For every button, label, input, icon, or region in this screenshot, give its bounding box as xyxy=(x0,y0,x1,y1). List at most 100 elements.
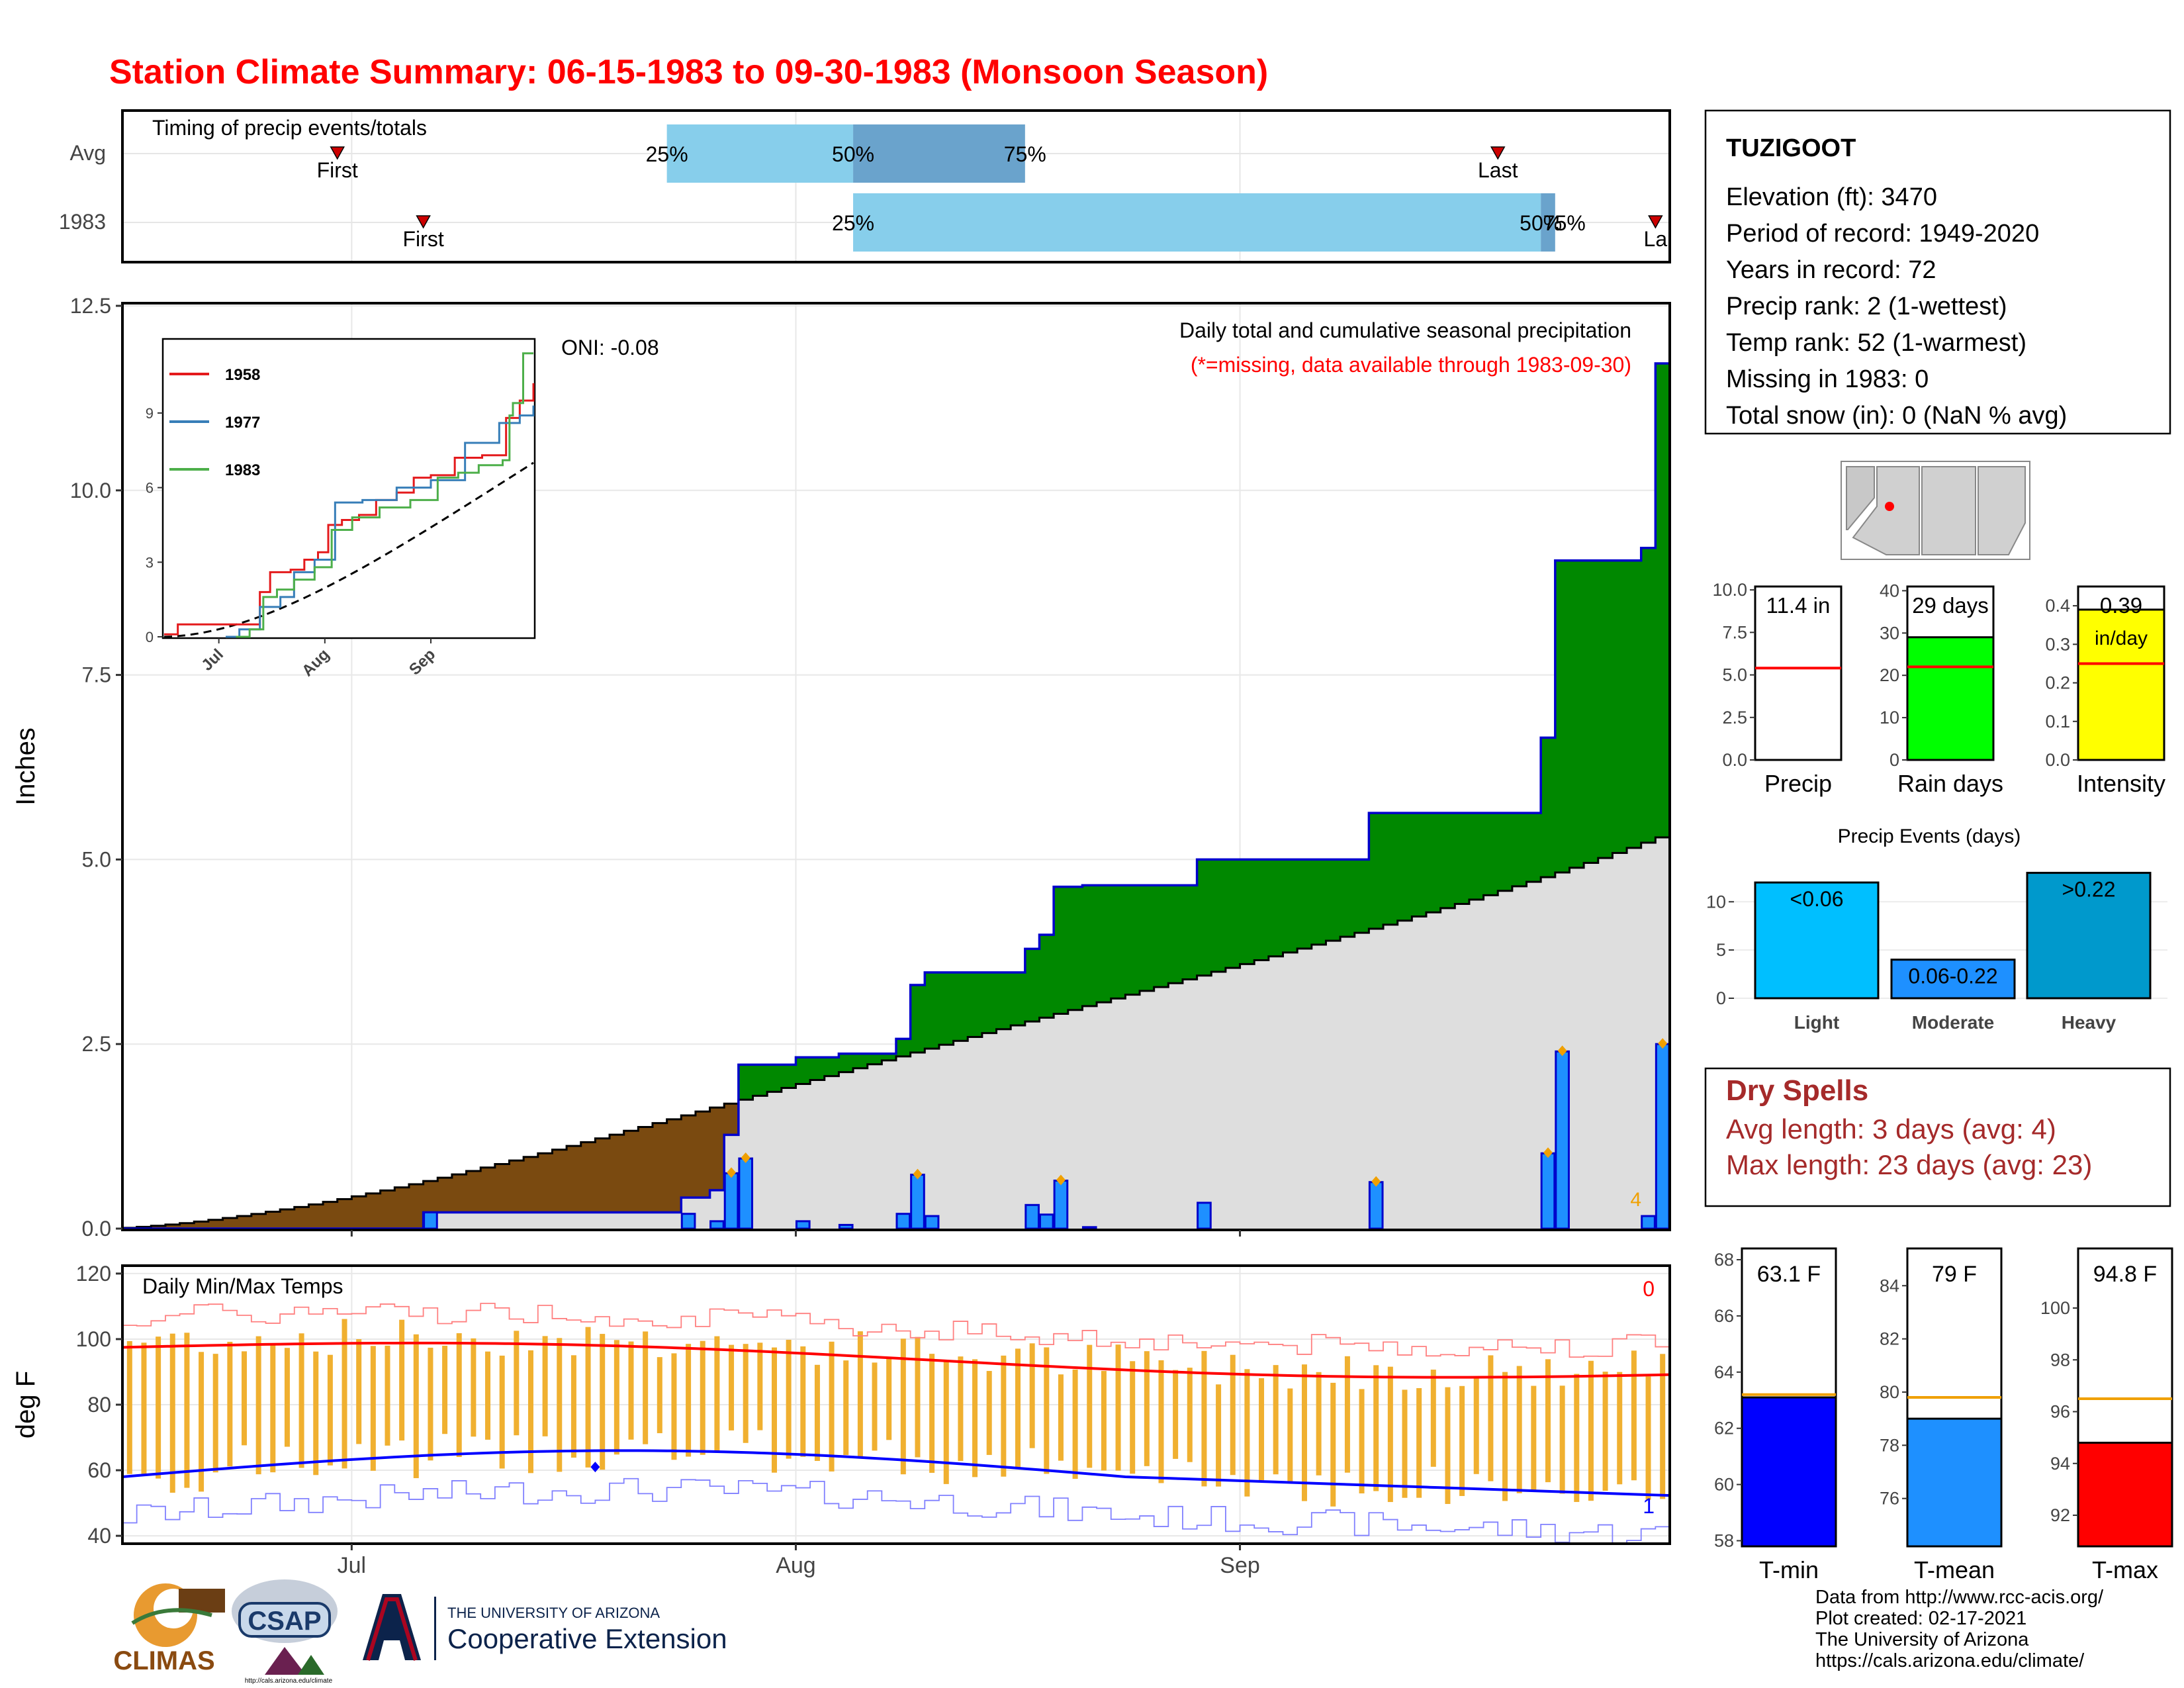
daily-precip-bar xyxy=(723,1172,739,1230)
above-average-area xyxy=(1024,949,1040,1022)
temp-gauge-2-tick-label: 96 xyxy=(2050,1402,2070,1422)
csap-text: CSAP xyxy=(248,1607,321,1636)
daily-precip-bar xyxy=(924,1215,940,1230)
first-event-label: First xyxy=(403,227,444,251)
location-map xyxy=(1841,461,2030,560)
precip-gauge-1-tick-label: 40 xyxy=(1880,581,1899,600)
temp-gauge-1-tick-label: 76 xyxy=(1880,1489,1899,1509)
quartile-bar-upper xyxy=(1541,193,1555,252)
cumulative-base-area xyxy=(1225,968,1241,1229)
below-average-area xyxy=(509,1160,524,1213)
y-tick-label: 2.5 xyxy=(82,1032,111,1056)
precip-gauge-0-tick-label: 2.5 xyxy=(1722,708,1747,727)
below-average-area xyxy=(308,1204,324,1229)
above-average-area xyxy=(1526,813,1541,882)
y-tick-label: 0.0 xyxy=(82,1217,111,1241)
below-average-area xyxy=(552,1149,567,1213)
below-average-area xyxy=(280,1209,295,1229)
events-y-label: 0 xyxy=(1716,988,1726,1008)
daily-temp-range-bar xyxy=(126,1340,132,1474)
precip-ylabel: Inches xyxy=(11,727,40,806)
above-average-area xyxy=(1397,813,1412,921)
precip-caption-missing: (*=missing, data available through 1983-… xyxy=(1191,353,1631,377)
first-event-label: First xyxy=(317,158,358,182)
above-average-area xyxy=(1426,813,1441,913)
daily-temp-range-bar xyxy=(1531,1385,1537,1491)
precip-panel: 0.0 2.5 5.0 7.5 10.0 12.5 Inches ONI: -0.08 D… xyxy=(11,294,1671,1241)
above-average-area xyxy=(738,1064,754,1100)
heavy-event-marker xyxy=(741,1152,751,1164)
timing-title: Timing of precip events/totals xyxy=(152,116,427,140)
below-average-area xyxy=(165,1224,181,1229)
inset-y-label: 9 xyxy=(146,405,154,422)
temp-y-label: 100 xyxy=(76,1327,111,1351)
daily-temp-range-bar xyxy=(1516,1366,1522,1493)
daily-temp-range-bar xyxy=(686,1344,692,1457)
daily-temp-range-bar xyxy=(1101,1370,1107,1471)
cumulative-base-area xyxy=(451,1212,467,1229)
daily-temp-range-bar xyxy=(270,1343,276,1473)
station-info-line: Temp rank: 52 (1-warmest) xyxy=(1726,329,2026,357)
daily-temp-range-bar xyxy=(428,1347,433,1461)
first-event-marker xyxy=(416,215,431,229)
below-average-area xyxy=(523,1156,539,1213)
above-average-area xyxy=(1498,813,1513,891)
cumulative-base-area xyxy=(437,1212,453,1229)
above-average-area xyxy=(1584,560,1599,863)
above-average-area xyxy=(1011,972,1026,1025)
cumulative-base-area xyxy=(1354,933,1369,1229)
above-average-area xyxy=(1082,885,1097,1006)
cumulative-base-area xyxy=(666,1212,682,1229)
daily-temp-range-bar xyxy=(1087,1344,1093,1468)
daily-temp-range-bar xyxy=(1373,1365,1379,1491)
precip-gauge-2-tick-label: 0.4 xyxy=(2045,596,2070,616)
daily-temp-range-bar xyxy=(1445,1387,1451,1504)
cumulative-base-area xyxy=(1211,971,1226,1229)
cumulative-base-area xyxy=(1440,908,1455,1229)
daily-temp-range-bar xyxy=(843,1360,849,1456)
daily-temp-range-bar xyxy=(1559,1385,1565,1494)
event-bar-text: <0.06 xyxy=(1790,887,1844,911)
cumulative-base-area xyxy=(623,1212,639,1229)
inset-frame xyxy=(161,338,536,639)
above-average-area xyxy=(1268,859,1284,957)
daily-temp-range-bar xyxy=(729,1344,735,1430)
daily-temp-range-bar xyxy=(471,1338,477,1437)
temp-y-label: 120 xyxy=(76,1262,111,1286)
event-bar-text: 0.06-0.22 xyxy=(1908,964,1997,988)
above-average-area xyxy=(1440,813,1455,908)
cumulative-base-area xyxy=(1598,858,1614,1229)
below-average-area xyxy=(265,1211,281,1229)
q50-label: 50% xyxy=(1520,211,1562,235)
average-cumulative-line xyxy=(122,836,1670,1229)
daily-temp-range-bar xyxy=(1359,1389,1365,1494)
above-average-area xyxy=(810,1057,825,1080)
above-average-area xyxy=(1340,859,1355,937)
above-average-area xyxy=(981,972,997,1033)
daily-temp-range-bar xyxy=(298,1333,304,1468)
daily-temp-range-bar xyxy=(1602,1372,1608,1491)
above-average-area xyxy=(824,1057,840,1076)
daily-temp-range-bar xyxy=(1044,1347,1050,1474)
precip-gauge-2-label: Intensity xyxy=(2077,770,2165,797)
daily-temp-range-bar xyxy=(1660,1354,1666,1499)
above-average-area xyxy=(953,972,968,1041)
cumulative-base-area xyxy=(796,1084,811,1229)
event-bar-label: Heavy xyxy=(2062,1012,2116,1033)
above-average-area xyxy=(910,984,925,1053)
cumulative-base-area xyxy=(1412,916,1427,1229)
below-average-area xyxy=(537,1153,553,1213)
daily-precip-bar xyxy=(1024,1203,1040,1230)
cumulative-base-area xyxy=(638,1212,653,1229)
cumulative-base-area xyxy=(1483,895,1498,1229)
q75-label: 75% xyxy=(1004,142,1046,166)
above-average-area xyxy=(1125,885,1140,995)
daily-temp-range-bar xyxy=(284,1348,290,1447)
daily-temp-range-bar xyxy=(972,1359,978,1477)
daily-temp-range-bar xyxy=(1058,1374,1064,1461)
cumulative-base-area xyxy=(882,1060,897,1229)
above-average-area xyxy=(1211,859,1226,972)
csap-url: http://cals.arizona.edu/climate xyxy=(245,1677,333,1685)
below-average-area xyxy=(595,1138,610,1213)
cumulative-base-area xyxy=(1097,1002,1112,1229)
